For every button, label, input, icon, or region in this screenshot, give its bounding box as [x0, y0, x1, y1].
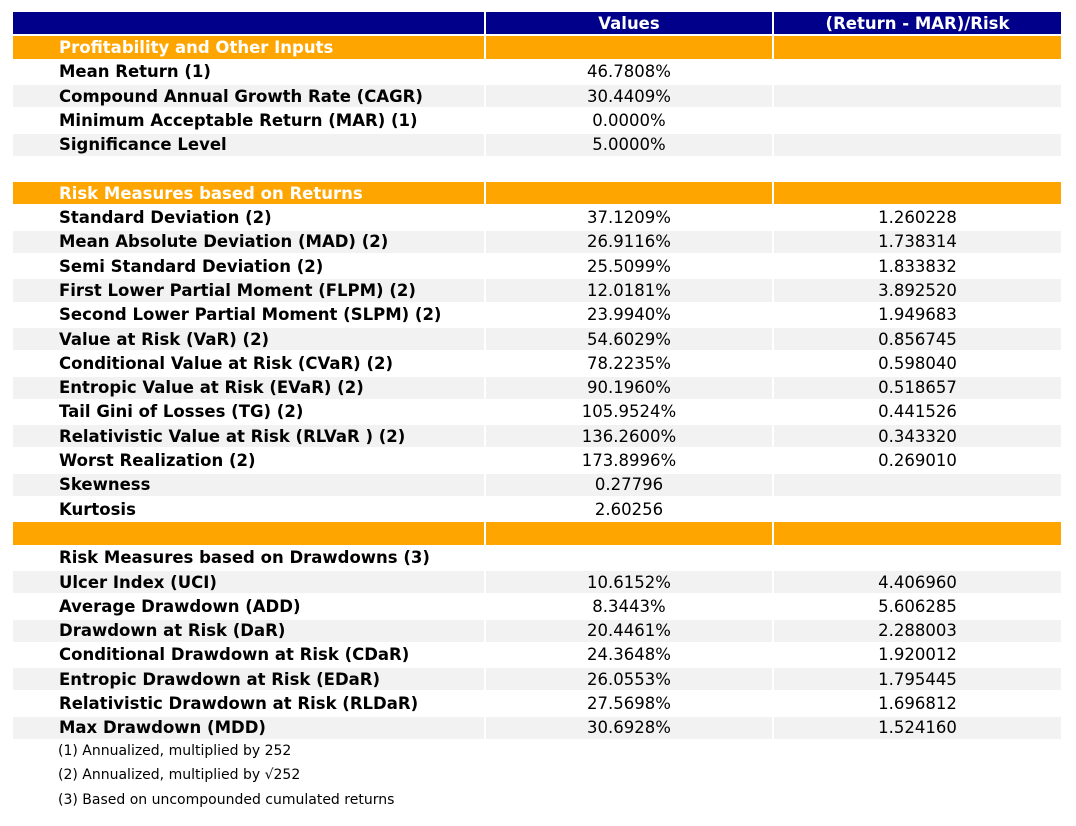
- row-label: Drawdown at Risk (DaR): [12, 618, 485, 643]
- row-label: Entropic Value at Risk (EVaR) (2): [12, 375, 485, 400]
- value-cell: [485, 181, 773, 206]
- row-label: Relativistic Drawdown at Risk (RLDaR): [12, 691, 485, 716]
- row-label: Entropic Drawdown at Risk (EDaR): [12, 667, 485, 692]
- value-cell: 173.8996%: [485, 448, 773, 473]
- value-cell: 30.4409%: [485, 83, 773, 109]
- row-label: Conditional Drawdown at Risk (CDaR): [12, 642, 485, 668]
- ratio-cell: 1.738314: [773, 229, 1062, 254]
- ratio-cell: [773, 83, 1062, 109]
- value-cell: 8.3443%: [485, 594, 773, 619]
- ratio-cell: 5.606285: [773, 594, 1062, 619]
- ratio-cell: [773, 181, 1062, 206]
- value-cell: 30.6928%: [485, 715, 773, 740]
- ratio-cell: 1.833832: [773, 254, 1062, 279]
- row-label: Ulcer Index (UCI): [12, 569, 485, 595]
- value-cell: 10.6152%: [485, 569, 773, 595]
- value-cell: 23.9940%: [485, 302, 773, 327]
- row-label: First Lower Partial Moment (FLPM) (2): [12, 278, 485, 303]
- value-cell: [485, 35, 773, 60]
- ratio-cell: 1.920012: [773, 642, 1062, 668]
- footnote: (1) Annualized, multiplied by 252: [58, 743, 292, 759]
- ratio-cell: 4.406960: [773, 569, 1062, 595]
- row-label: Compound Annual Growth Rate (CAGR): [12, 83, 485, 109]
- value-cell: 27.5698%: [485, 691, 773, 716]
- value-cell: 0.0000%: [485, 108, 773, 133]
- ratio-cell: [773, 497, 1062, 522]
- row-label: Conditional Value at Risk (CVaR) (2): [12, 351, 485, 376]
- value-cell: [485, 545, 773, 570]
- value-cell: 5.0000%: [485, 132, 773, 157]
- value-cell: 24.3648%: [485, 642, 773, 668]
- value-cell: 2.60256: [485, 497, 773, 522]
- row-label: Semi Standard Deviation (2): [12, 254, 485, 279]
- section-label: Profitability and Other Inputs: [12, 35, 485, 60]
- ratio-cell: [773, 132, 1062, 157]
- ratio-cell: 0.343320: [773, 424, 1062, 449]
- value-cell: 25.5099%: [485, 254, 773, 279]
- value-cell: 0.27796: [485, 472, 773, 497]
- ratio-cell: 1.696812: [773, 691, 1062, 716]
- row-label: Max Drawdown (MDD): [12, 715, 485, 740]
- value-cell: 54.6029%: [485, 326, 773, 352]
- ratio-cell: 1.795445: [773, 667, 1062, 692]
- row-label: Relativistic Value at Risk (RLVaR ) (2): [12, 424, 485, 449]
- row-label: Value at Risk (VaR) (2): [12, 326, 485, 352]
- row-label: Significance Level: [12, 132, 485, 157]
- row-label: Standard Deviation (2): [12, 205, 485, 230]
- footnote: (3) Based on uncompounded cumulated retu…: [58, 791, 395, 808]
- ratio-cell: 1.949683: [773, 302, 1062, 327]
- row-label: Mean Absolute Deviation (MAD) (2): [12, 229, 485, 254]
- ratio-cell: [773, 545, 1062, 570]
- ratio-cell: 0.269010: [773, 448, 1062, 473]
- value-cell: 12.0181%: [485, 278, 773, 303]
- value-cell: 37.1209%: [485, 205, 773, 230]
- header-cell: [12, 11, 485, 36]
- value-cell: [485, 521, 773, 546]
- row-label: Skewness: [12, 472, 485, 497]
- ratio-cell: 0.518657: [773, 375, 1062, 400]
- row-label: Worst Realization (2): [12, 448, 485, 473]
- header-cell: Values: [485, 11, 773, 36]
- ratio-cell: 1.524160: [773, 715, 1062, 740]
- ratio-cell: [773, 108, 1062, 133]
- value-cell: 20.4461%: [485, 618, 773, 643]
- value-cell: 46.7808%: [485, 59, 773, 84]
- row-label: Kurtosis: [12, 497, 485, 522]
- ratio-cell: [773, 472, 1062, 497]
- ratio-cell: [773, 59, 1062, 84]
- ratio-cell: 1.260228: [773, 205, 1062, 230]
- ratio-cell: 3.892520: [773, 278, 1062, 303]
- value-cell: 105.9524%: [485, 399, 773, 425]
- row-label: Minimum Acceptable Return (MAR) (1): [12, 108, 485, 133]
- value-cell: 90.1960%: [485, 375, 773, 400]
- row-label: Average Drawdown (ADD): [12, 594, 485, 619]
- ratio-cell: 0.598040: [773, 351, 1062, 376]
- ratio-cell: [773, 35, 1062, 60]
- value-cell: 78.2235%: [485, 351, 773, 376]
- header-cell: (Return - MAR)/Risk: [773, 11, 1062, 36]
- value-cell: 136.2600%: [485, 424, 773, 449]
- ratio-cell: 0.441526: [773, 399, 1062, 425]
- section-label: [12, 521, 485, 546]
- row-label: Mean Return (1): [12, 59, 485, 84]
- section-label: Risk Measures based on Returns: [12, 181, 485, 206]
- ratio-cell: 2.288003: [773, 618, 1062, 643]
- value-cell: 26.9116%: [485, 229, 773, 254]
- value-cell: 26.0553%: [485, 667, 773, 692]
- row-label: Second Lower Partial Moment (SLPM) (2): [12, 302, 485, 327]
- footnote: (2) Annualized, multiplied by √252: [58, 767, 301, 784]
- ratio-cell: [773, 521, 1062, 546]
- ratio-cell: 0.856745: [773, 326, 1062, 352]
- row-label: Risk Measures based on Drawdowns (3): [12, 545, 485, 570]
- row-label: Tail Gini of Losses (TG) (2): [12, 399, 485, 425]
